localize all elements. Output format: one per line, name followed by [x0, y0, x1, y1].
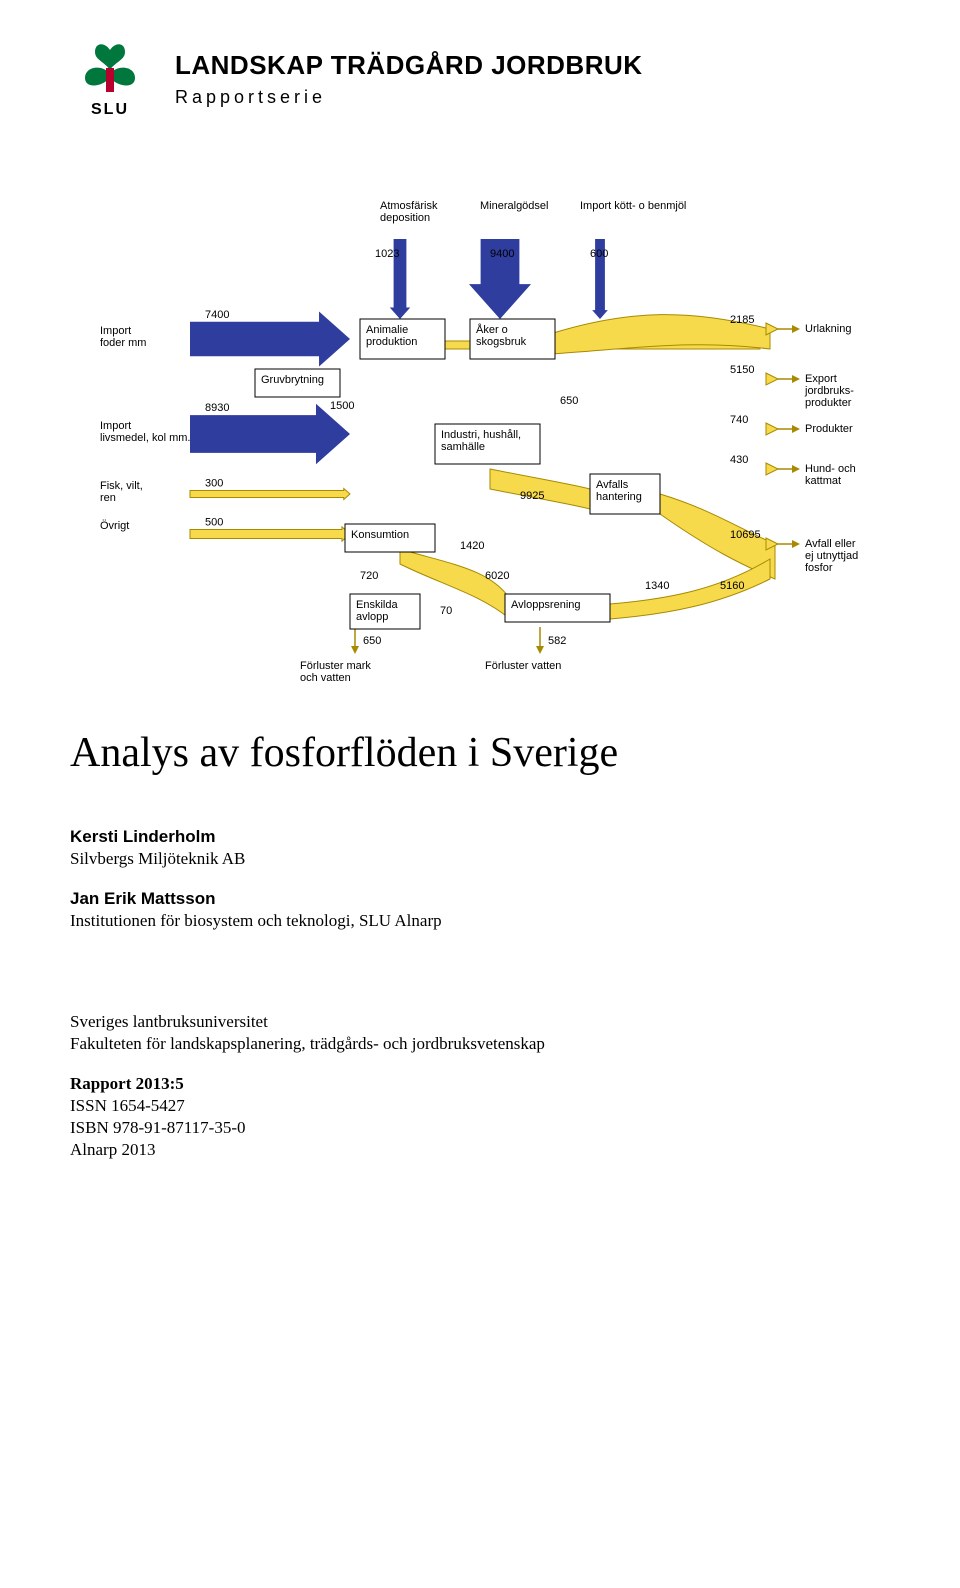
svg-text:1023: 1023	[375, 248, 399, 260]
document-title: Analys av fosforflöden i Sverige	[70, 729, 890, 777]
svg-text:70: 70	[440, 605, 452, 617]
svg-text:7400: 7400	[205, 309, 229, 321]
svg-text:Urlakning: Urlakning	[805, 323, 851, 335]
svg-text:300: 300	[205, 478, 223, 490]
series-title: LANDSKAP TRÄDGÅRD JORDBRUK	[175, 50, 643, 81]
logo-text: SLU	[91, 101, 129, 119]
footer-block: Sveriges lantbruksuniversitet Fakulteten…	[70, 1011, 890, 1162]
svg-text:500: 500	[205, 517, 223, 529]
footer-isbn: ISBN 978-91-87117-35-0	[70, 1117, 890, 1139]
svg-text:2185: 2185	[730, 314, 754, 326]
svg-text:Förluster markoch vatten: Förluster markoch vatten	[300, 660, 371, 684]
footer-issn: ISSN 1654-5427	[70, 1095, 890, 1117]
footer-place: Alnarp 2013	[70, 1139, 890, 1161]
svg-text:600: 600	[590, 248, 608, 260]
svg-text:582: 582	[548, 635, 566, 647]
svg-text:Fisk, vilt,ren: Fisk, vilt,ren	[100, 480, 143, 504]
sankey-diagram: Atmosfäriskdeposition 1023 Mineralgödsel 94…	[70, 149, 890, 689]
svg-text:Gruvbrytning: Gruvbrytning	[261, 374, 324, 386]
svg-text:Förluster vatten: Förluster vatten	[485, 660, 561, 672]
svg-text:Övrigt: Övrigt	[100, 520, 129, 532]
svg-text:6020: 6020	[485, 570, 509, 582]
diagram-svg: Atmosfäriskdeposition 1023 Mineralgödsel 94…	[70, 149, 890, 689]
svg-text:Konsumtion: Konsumtion	[351, 529, 409, 541]
svg-text:9400: 9400	[490, 248, 514, 260]
svg-text:430: 430	[730, 454, 748, 466]
svg-text:Exportjordbruks-produkter: Exportjordbruks-produkter	[804, 373, 854, 409]
svg-text:Importfoder mm: Importfoder mm	[100, 325, 146, 349]
svg-text:Atmosfäriskdeposition: Atmosfäriskdeposition	[380, 200, 438, 224]
svg-text:720: 720	[360, 570, 378, 582]
author-name-0: Kersti Linderholm	[70, 827, 890, 847]
svg-text:Importlivsmedel, kol mm.: Importlivsmedel, kol mm.	[100, 420, 190, 444]
svg-text:8930: 8930	[205, 402, 229, 414]
svg-text:9925: 9925	[520, 490, 544, 502]
svg-text:Produkter: Produkter	[805, 423, 853, 435]
svg-text:1420: 1420	[460, 540, 484, 552]
svg-text:5150: 5150	[730, 364, 754, 376]
footer-faculty: Fakulteten för landskapsplanering, trädg…	[70, 1033, 890, 1055]
svg-text:Avloppsrening: Avloppsrening	[511, 599, 581, 611]
author-name-1: Jan Erik Mattsson	[70, 889, 890, 909]
svg-text:650: 650	[560, 395, 578, 407]
svg-text:5160: 5160	[720, 580, 744, 592]
svg-text:740: 740	[730, 414, 748, 426]
author-aff-0: Silvbergs Miljöteknik AB	[70, 849, 890, 869]
svg-text:Avfall ellerej utnyttjadfosfor: Avfall ellerej utnyttjadfosfor	[805, 538, 858, 574]
svg-text:10695: 10695	[730, 529, 761, 541]
svg-text:650: 650	[363, 635, 381, 647]
header-text: LANDSKAP TRÄDGÅRD JORDBRUK Rapportserie	[175, 50, 643, 108]
author-aff-1: Institutionen för biosystem och teknolog…	[70, 911, 890, 931]
slu-leaf-icon	[75, 40, 145, 95]
logo: SLU	[70, 40, 150, 119]
svg-text:Mineralgödsel: Mineralgödsel	[480, 200, 548, 212]
header: SLU LANDSKAP TRÄDGÅRD JORDBRUK Rapportse…	[70, 40, 890, 119]
footer-university: Sveriges lantbruksuniversitet	[70, 1011, 890, 1033]
page: SLU LANDSKAP TRÄDGÅRD JORDBRUK Rapportse…	[0, 0, 960, 1222]
authors-block: Kersti Linderholm Silvbergs Miljöteknik …	[70, 827, 890, 931]
svg-text:Hund- ochkattmat: Hund- ochkattmat	[805, 463, 856, 487]
svg-text:1500: 1500	[330, 400, 354, 412]
svg-text:Import kött- o benmjöl: Import kött- o benmjöl	[580, 200, 686, 212]
footer-report: Rapport 2013:5	[70, 1073, 890, 1095]
svg-text:1340: 1340	[645, 580, 669, 592]
series-subtitle: Rapportserie	[175, 87, 643, 108]
